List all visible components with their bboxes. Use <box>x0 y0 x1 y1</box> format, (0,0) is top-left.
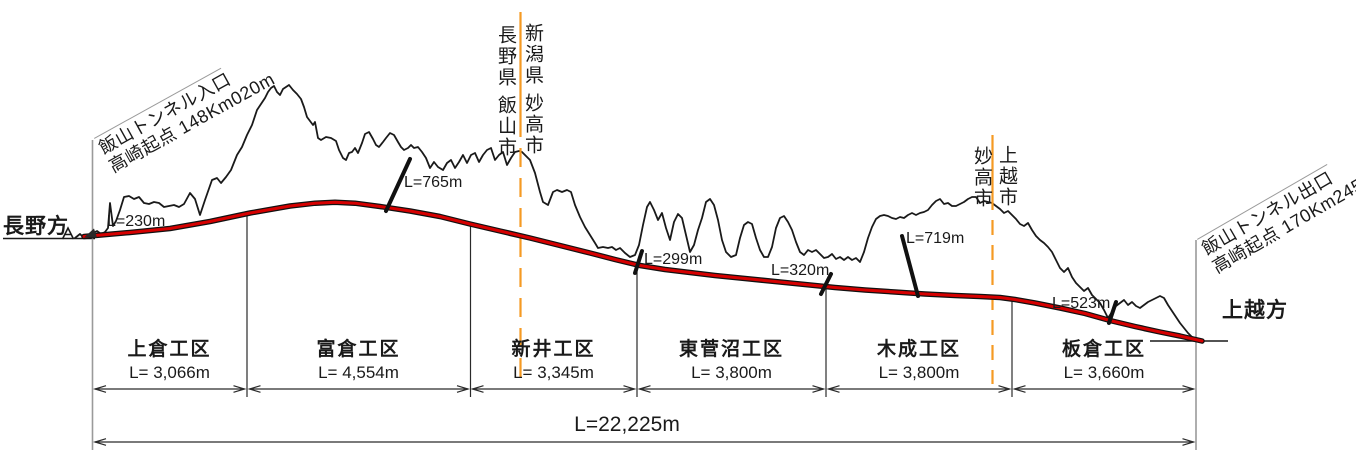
boundary1-right-text: 新潟県妙高市 <box>522 23 543 156</box>
tunnel-line <box>82 200 1204 343</box>
total-length-label: L=22,225m <box>574 413 680 436</box>
section-name: 富倉工区 <box>316 339 401 360</box>
section-kamikura: 上倉工区 L= 3,066m <box>92 338 247 383</box>
mark-765: L=765m <box>404 174 463 191</box>
section-name: 板倉工区 <box>1061 339 1146 360</box>
section-length: L= 4,554m <box>318 363 399 382</box>
section-dimension-arrows <box>92 385 1196 393</box>
direction-label-joetsu: 上越方 <box>1222 299 1288 322</box>
leader-719 <box>900 234 920 298</box>
section-name: 上倉工区 <box>127 339 212 360</box>
mark-719: L=719m <box>906 230 965 247</box>
section-kinari: 木成工区 L= 3,800m <box>826 338 1012 383</box>
mark-320: L=320m <box>771 262 830 279</box>
section-tomikura: 富倉工区 L= 4,554m <box>247 338 470 383</box>
mark-523: L=523m <box>1052 295 1111 312</box>
boundary1-left-text: 長野県飯山市 <box>495 25 516 158</box>
boundary1-left-city: 飯山市 <box>495 95 516 158</box>
section-length: L= 3,800m <box>691 363 772 382</box>
section-name: 新井工区 <box>511 339 596 360</box>
boundary2-right-text: 上越市 <box>996 145 1017 208</box>
benchmark-mark <box>61 226 75 240</box>
entrance-portal-symbol <box>84 228 97 238</box>
section-length: L= 3,066m <box>129 363 210 382</box>
section-name: 東菅沼工区 <box>678 339 784 360</box>
boundary1-right-city: 妙高市 <box>522 93 543 156</box>
boundary1-left-pref: 長野県 <box>495 25 516 88</box>
boundary2-left-text: 妙高市 <box>971 146 992 209</box>
section-arai: 新井工区 L= 3,345m <box>470 338 637 383</box>
leader-765 <box>384 157 412 213</box>
direction-label-nagano: 長野方 <box>3 215 69 238</box>
section-length: L= 3,660m <box>1063 363 1145 382</box>
tick-320 <box>819 272 833 296</box>
section-name: 木成工区 <box>876 339 961 360</box>
total-dimension-arrow <box>92 438 1196 446</box>
section-length: L= 3,345m <box>513 363 594 382</box>
tick-299 <box>633 249 644 275</box>
terrain-profile <box>74 84 1197 341</box>
section-itakura: 板倉工区 L= 3,660m <box>1012 338 1196 383</box>
mark-299: L=299m <box>644 251 703 268</box>
boundary1-right-pref: 新潟県 <box>522 23 543 86</box>
station-leader-lines <box>384 157 1118 325</box>
mark-230: L=230m <box>107 213 166 230</box>
tick-523 <box>1107 300 1118 325</box>
section-length: L= 3,800m <box>878 363 960 382</box>
section-higashisuganuma: 東菅沼工区 L= 3,800m <box>637 338 826 383</box>
section-boundary-lines <box>246 214 1013 397</box>
